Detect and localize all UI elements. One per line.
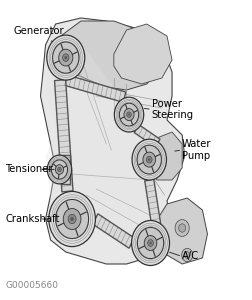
Polygon shape: [134, 124, 159, 147]
Circle shape: [62, 54, 69, 61]
Polygon shape: [45, 36, 156, 234]
Circle shape: [137, 145, 161, 174]
Text: A/C: A/C: [181, 251, 199, 262]
Circle shape: [174, 220, 188, 236]
Circle shape: [52, 42, 79, 73]
Polygon shape: [92, 214, 134, 248]
Circle shape: [147, 158, 150, 161]
Circle shape: [57, 167, 61, 172]
Text: Tensioner: Tensioner: [5, 164, 52, 175]
Circle shape: [58, 169, 60, 170]
Circle shape: [137, 227, 163, 259]
Circle shape: [149, 242, 151, 244]
Circle shape: [55, 165, 63, 174]
Polygon shape: [144, 179, 160, 226]
Circle shape: [68, 214, 76, 224]
Polygon shape: [159, 198, 207, 264]
Circle shape: [147, 240, 153, 246]
Circle shape: [49, 191, 95, 247]
Circle shape: [142, 152, 155, 167]
Circle shape: [132, 139, 166, 180]
Circle shape: [123, 109, 134, 121]
Polygon shape: [151, 132, 181, 180]
Circle shape: [55, 200, 88, 238]
Circle shape: [181, 248, 192, 262]
Circle shape: [119, 103, 138, 126]
Text: G00005660: G00005660: [5, 281, 58, 290]
Circle shape: [178, 224, 185, 232]
Circle shape: [47, 155, 71, 184]
Text: Power
Steering: Power Steering: [151, 99, 193, 120]
Polygon shape: [54, 80, 73, 192]
Circle shape: [63, 208, 81, 230]
Text: Generator: Generator: [14, 26, 64, 37]
Circle shape: [114, 97, 143, 132]
Text: Water
Pump: Water Pump: [181, 139, 211, 161]
Polygon shape: [61, 155, 70, 184]
Polygon shape: [50, 21, 159, 90]
Circle shape: [51, 160, 67, 179]
Circle shape: [131, 220, 169, 266]
Polygon shape: [113, 24, 171, 84]
Circle shape: [58, 49, 73, 66]
Circle shape: [64, 56, 67, 59]
Circle shape: [146, 156, 151, 163]
Circle shape: [126, 112, 131, 117]
Circle shape: [70, 217, 73, 221]
Circle shape: [144, 236, 156, 250]
Circle shape: [47, 35, 84, 80]
Text: Crankshaft: Crankshaft: [5, 214, 59, 224]
Circle shape: [184, 252, 189, 258]
Polygon shape: [65, 75, 125, 102]
Polygon shape: [40, 18, 184, 264]
Circle shape: [128, 113, 130, 116]
